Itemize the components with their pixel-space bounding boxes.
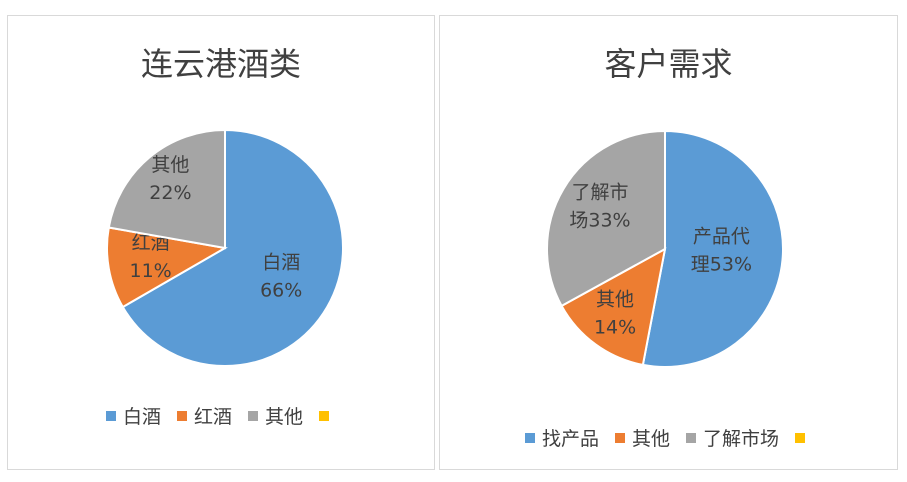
pie-chart-customer-demand: 产品代理53% 其他 14% 了解市场33% [546,129,784,368]
legend-item: 红酒 [176,402,232,429]
legend-swatch [319,410,330,421]
data-label: 其他 22% [149,154,191,204]
legend-item [795,432,812,443]
legend-swatch [614,432,625,443]
pie-slice [121,128,344,367]
chart-title: 连云港酒类 [140,45,301,83]
chart-panel-liquor: 连云港酒类 白酒 66% 红酒 11% 其他 22% 白酒 红酒 其他 [7,15,435,470]
legend-item: 白酒 [105,402,161,429]
legend: 白酒 红酒 其他 [8,402,434,429]
chart-title: 客户需求 [604,45,733,83]
legend-label: 其他 [631,428,670,450]
legend-swatch [105,410,116,421]
legend-item: 其他 [248,402,303,429]
legend-label: 红酒 [193,406,232,428]
pie-slice [106,226,228,309]
data-label: 其他 14% [594,289,636,339]
legend-item: 其他 [614,424,670,451]
pie-chart-liquor: 白酒 66% 红酒 11% 其他 22% [106,128,344,367]
legend-item: 了解市场 [686,424,779,451]
legend-item [319,410,336,421]
legend-label: 白酒 [122,406,161,428]
chart-panel-customer-demand: 客户需求 产品代理53% 其他 14% 了解市场33% 找产品 其他 了解市场 [439,15,898,470]
legend-label: 其他 [265,406,304,428]
data-label: 产品代理53% [691,225,752,275]
legend-label: 了解市场 [703,428,780,450]
legend-swatch [248,410,258,421]
legend: 找产品 其他 了解市场 [440,424,897,451]
legend-swatch [524,432,535,443]
data-label: 红酒 11% [130,232,172,282]
legend-item: 找产品 [524,424,599,451]
legend-swatch [795,432,806,443]
data-label: 了解市场33% [569,182,630,232]
legend-swatch [176,410,187,421]
legend-swatch [686,432,696,443]
legend-label: 找产品 [541,428,599,450]
pie-slice [546,129,666,308]
pie-slice [560,247,667,367]
pie-slice [641,129,784,368]
pie-slice [107,128,226,250]
data-label: 白酒 66% [260,251,302,301]
